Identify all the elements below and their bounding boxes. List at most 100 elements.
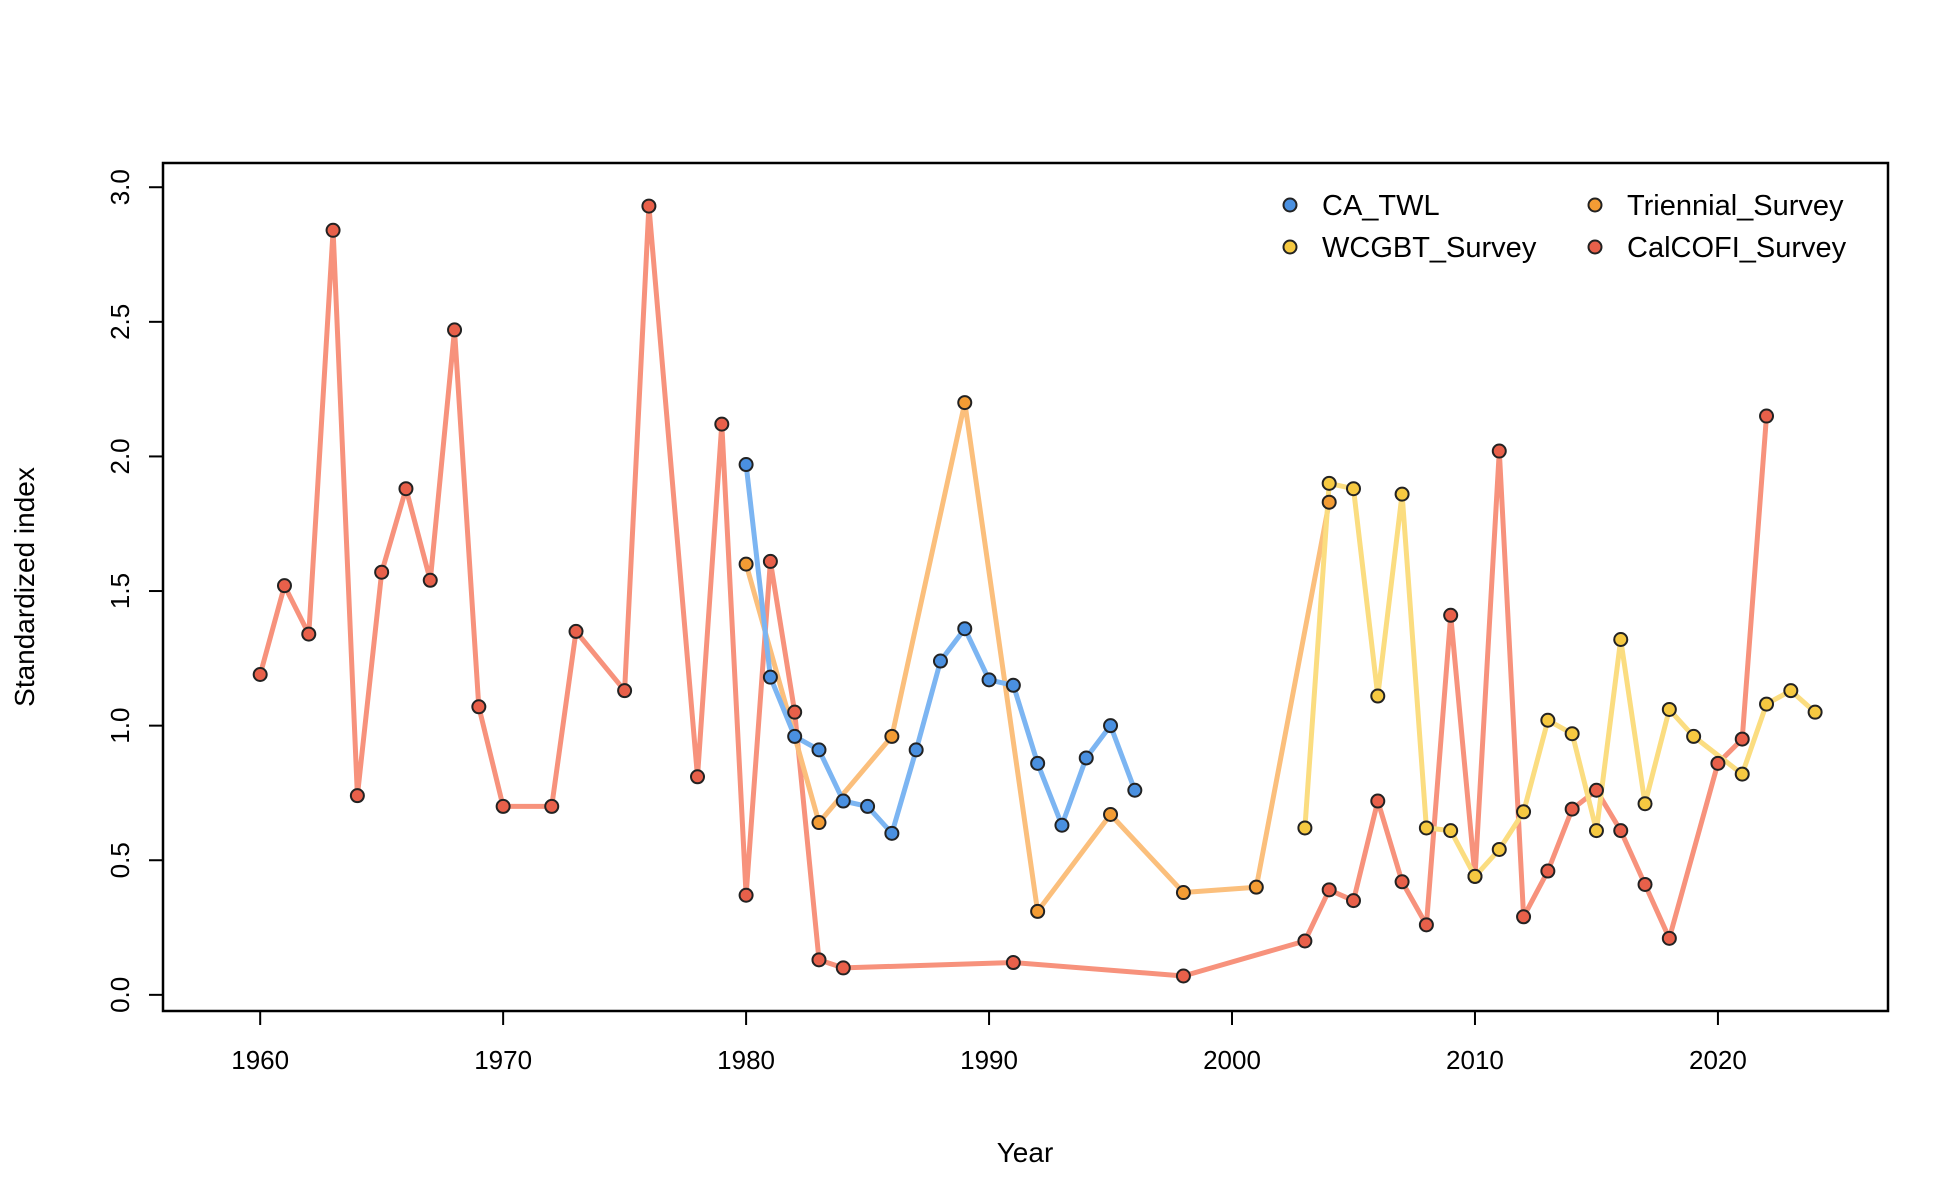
data-point-calcofi-survey — [276, 578, 292, 594]
data-point-calcofi-survey — [1443, 607, 1459, 623]
data-point-calcofi-survey — [1661, 930, 1677, 946]
data-point-calcofi-survey — [349, 788, 365, 804]
data-point-calcofi-survey — [1516, 909, 1532, 925]
data-point-calcofi-survey — [252, 666, 268, 682]
legend-label: Triennial_Survey — [1627, 190, 1844, 222]
data-point-calcofi-survey — [787, 704, 803, 720]
data-point-calcofi-survey — [1637, 876, 1653, 892]
data-point-ca-twl — [762, 669, 778, 685]
y-tick-label: 1.5 — [105, 573, 135, 609]
data-point-ca-twl — [787, 728, 803, 744]
data-point-calcofi-survey — [714, 416, 730, 432]
data-point-wcgbt-survey — [1807, 704, 1823, 720]
data-point-wcgbt-survey — [1540, 712, 1556, 728]
y-tick-label: 0.0 — [105, 977, 135, 1013]
legend-marker — [1587, 239, 1603, 255]
data-point-triennial-survey — [1103, 806, 1119, 822]
data-point-ca-twl — [860, 798, 876, 814]
legend-marker — [1282, 197, 1298, 213]
data-point-wcgbt-survey — [1443, 823, 1459, 839]
data-point-calcofi-survey — [398, 481, 414, 497]
data-point-calcofi-survey — [1759, 408, 1775, 424]
y-tick-label: 2.0 — [105, 438, 135, 474]
data-point-ca-twl — [811, 742, 827, 758]
data-point-ca-twl — [932, 653, 948, 669]
data-point-wcgbt-survey — [1394, 486, 1410, 502]
y-tick-label: 1.0 — [105, 708, 135, 744]
data-point-triennial-survey — [1030, 903, 1046, 919]
data-point-ca-twl — [1005, 677, 1021, 693]
data-point-wcgbt-survey — [1783, 683, 1799, 699]
data-point-calcofi-survey — [301, 626, 317, 642]
data-point-triennial-survey — [957, 395, 973, 411]
data-point-wcgbt-survey — [1418, 820, 1434, 836]
data-point-calcofi-survey — [1005, 955, 1021, 971]
data-point-calcofi-survey — [738, 887, 754, 903]
data-point-calcofi-survey — [544, 798, 560, 814]
data-point-triennial-survey — [884, 728, 900, 744]
data-point-calcofi-survey — [835, 960, 851, 976]
x-axis-title: Year — [997, 1137, 1054, 1168]
data-point-wcgbt-survey — [1564, 726, 1580, 742]
x-axis: 1960 1970 1980 1990 2000 2010 2020 — [231, 1010, 1747, 1075]
data-point-triennial-survey — [1175, 885, 1191, 901]
data-point-triennial-survey — [1248, 879, 1264, 895]
data-point-triennial-survey — [738, 556, 754, 572]
data-point-calcofi-survey — [617, 683, 633, 699]
x-tick-label: 1980 — [717, 1045, 775, 1075]
data-point-calcofi-survey — [374, 564, 390, 580]
x-tick-label: 1970 — [474, 1045, 532, 1075]
data-point-ca-twl — [1078, 750, 1094, 766]
data-point-calcofi-survey — [1297, 933, 1313, 949]
data-point-calcofi-survey — [1613, 823, 1629, 839]
series-lines — [257, 203, 1818, 979]
data-point-ca-twl — [738, 457, 754, 473]
data-point-calcofi-survey — [1175, 968, 1191, 984]
data-point-wcgbt-survey — [1637, 796, 1653, 812]
data-point-ca-twl — [908, 742, 924, 758]
data-point-calcofi-survey — [495, 798, 511, 814]
data-point-calcofi-survey — [1321, 882, 1337, 898]
data-point-wcgbt-survey — [1467, 868, 1483, 884]
series-line-calcofi-survey — [257, 203, 1769, 979]
data-point-calcofi-survey — [447, 322, 463, 338]
data-point-wcgbt-survey — [1613, 631, 1629, 647]
legend-label: CA_TWL — [1322, 190, 1440, 222]
data-point-ca-twl — [1030, 755, 1046, 771]
data-point-calcofi-survey — [1491, 443, 1507, 459]
series-points — [252, 198, 1823, 984]
data-point-triennial-survey — [811, 815, 827, 831]
data-point-wcgbt-survey — [1297, 820, 1313, 836]
legend-marker — [1282, 239, 1298, 255]
data-point-wcgbt-survey — [1588, 823, 1604, 839]
data-point-calcofi-survey — [1564, 801, 1580, 817]
data-point-wcgbt-survey — [1661, 701, 1677, 717]
data-point-calcofi-survey — [1418, 917, 1434, 933]
data-point-calcofi-survey — [568, 623, 584, 639]
data-point-calcofi-survey — [1540, 863, 1556, 879]
data-point-calcofi-survey — [1710, 755, 1726, 771]
data-point-wcgbt-survey — [1686, 728, 1702, 744]
legend-label: WCGBT_Survey — [1322, 232, 1537, 264]
y-axis-title: Standardized index — [9, 467, 40, 707]
data-point-calcofi-survey — [422, 572, 438, 588]
data-point-calcofi-survey — [762, 553, 778, 569]
data-point-triennial-survey — [1321, 494, 1337, 510]
data-point-calcofi-survey — [1345, 893, 1361, 909]
legend: CA_TWL WCGBT_Survey Triennial_Survey CalCOF… — [1282, 190, 1847, 264]
plot-frame — [161, 161, 1890, 1013]
data-point-wcgbt-survey — [1734, 766, 1750, 782]
data-point-calcofi-survey — [1394, 874, 1410, 890]
data-point-calcofi-survey — [690, 769, 706, 785]
data-point-ca-twl — [957, 621, 973, 637]
y-tick-label: 2.5 — [105, 304, 135, 340]
data-point-calcofi-survey — [325, 222, 341, 238]
data-point-ca-twl — [981, 672, 997, 688]
data-point-calcofi-survey — [1734, 731, 1750, 747]
x-tick-label: 2000 — [1203, 1045, 1261, 1075]
data-point-wcgbt-survey — [1370, 688, 1386, 704]
data-point-ca-twl — [1127, 782, 1143, 798]
data-point-ca-twl — [1054, 817, 1070, 833]
data-point-wcgbt-survey — [1321, 475, 1337, 491]
